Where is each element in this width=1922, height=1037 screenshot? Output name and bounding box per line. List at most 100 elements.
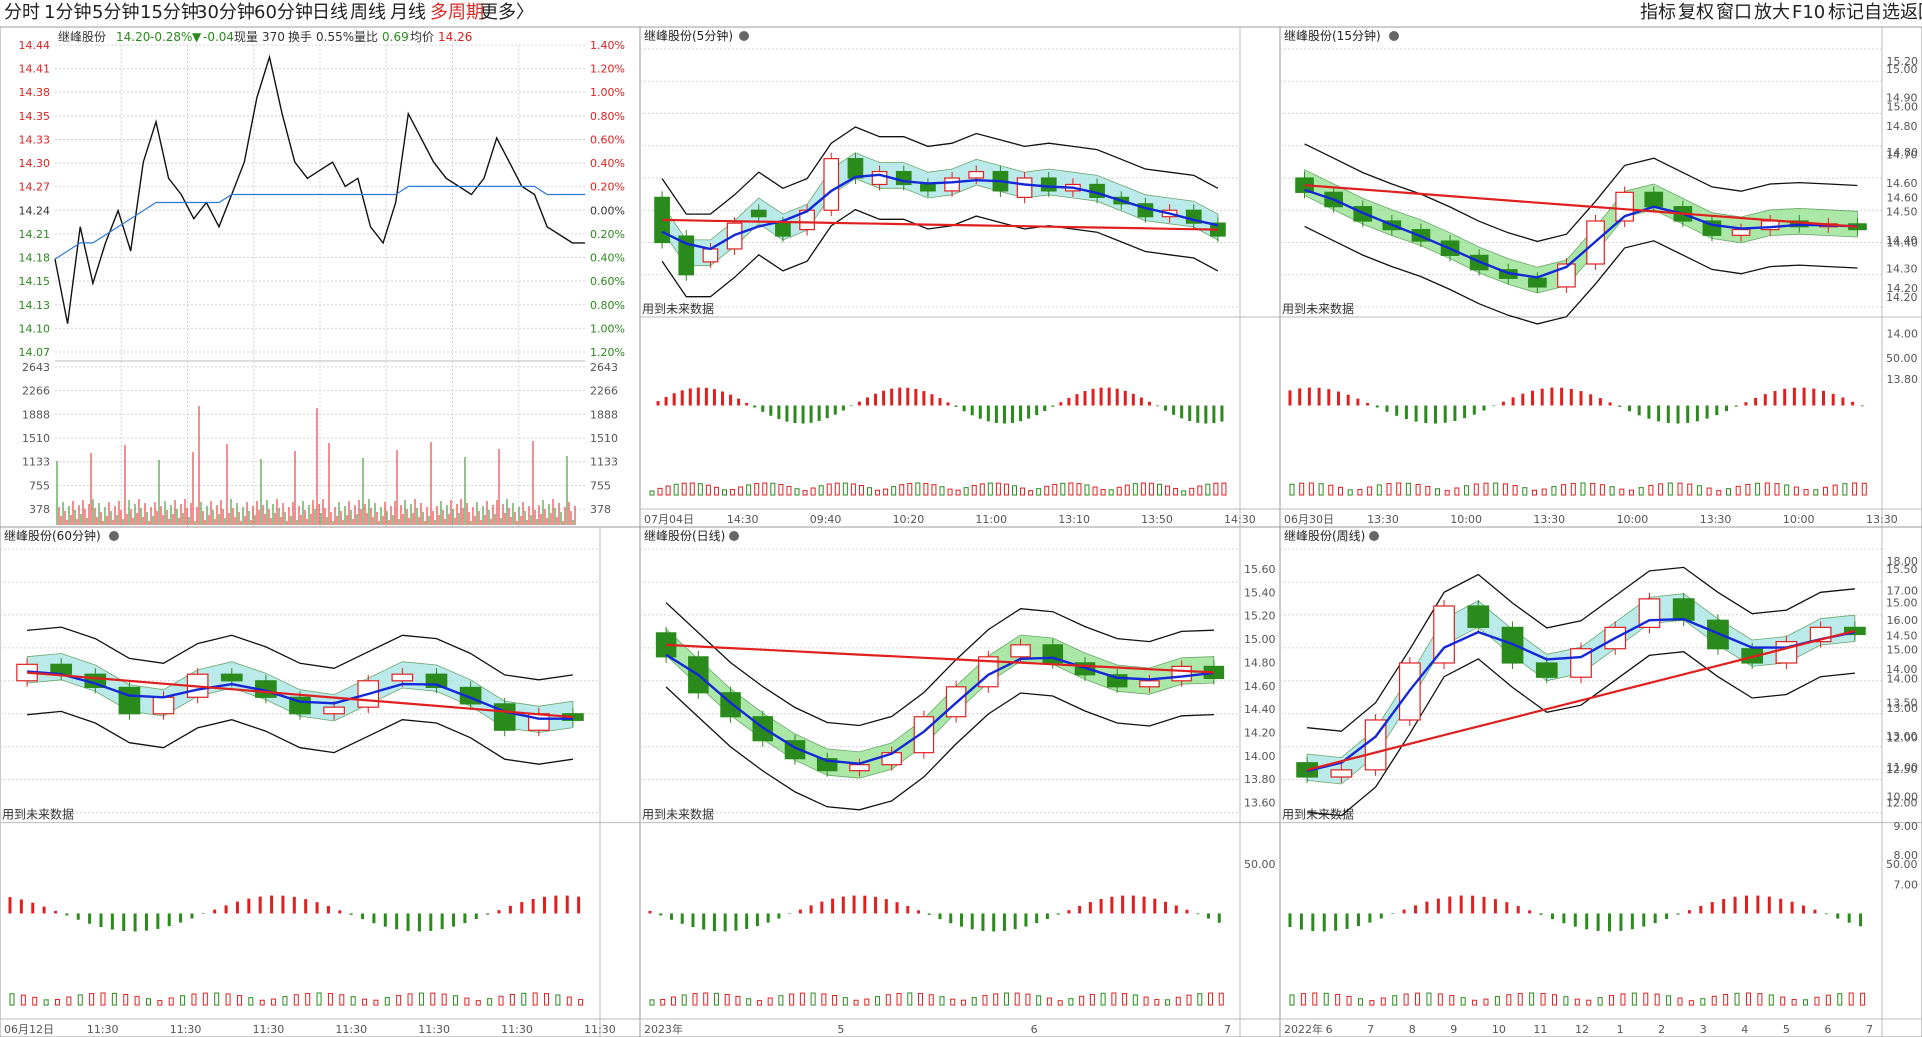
indicator-volume-bar [713, 486, 719, 496]
indicator-volume-bar [826, 483, 832, 496]
kline-panel-15min[interactable]: 继峰股份(15分钟)15.0014.9014.8014.7014.6014.50… [1279, 27, 1922, 528]
candle [1016, 177, 1033, 198]
panel-x-label: 06月30日 [1284, 513, 1334, 526]
indicator-volume-bar [1716, 490, 1722, 496]
price-tick-label: 14.35 [19, 110, 51, 123]
toolbar-mark-button[interactable]: 标记 [1828, 2, 1864, 23]
period-tab-week[interactable]: 周线 [350, 2, 386, 23]
panel-y-label: 14.70 [1886, 149, 1918, 162]
indicator-volume-bar [692, 993, 698, 1006]
period-tab-fenshi[interactable]: 分时 [4, 2, 40, 23]
period-tab-more[interactable]: 更多 [480, 2, 516, 23]
indicator-volume-bar [987, 482, 993, 496]
panel-x-label: 3 [1700, 1023, 1707, 1036]
chevron-right-icon[interactable]: 〉 [516, 2, 534, 23]
toolbar-zoom-button[interactable]: 放大 [1754, 2, 1790, 23]
indicator-volume-bar [842, 482, 848, 496]
indicator-volume-bar [1165, 999, 1171, 1006]
indicator-volume-bar [1852, 482, 1858, 496]
indicator-volume-bar [1666, 995, 1672, 1006]
candle [152, 696, 175, 715]
indicator-volume-bar [1132, 994, 1138, 1006]
period-tab-30min[interactable]: 30分钟 [196, 2, 255, 23]
price-tick-label: 14.24 [19, 204, 51, 217]
indicator-volume-bar [316, 992, 322, 1006]
kline-panel-5min[interactable]: 继峰股份(5分钟) 07月04日 14:30 09:40 10:20 11:00 13:10… [639, 27, 1281, 528]
toolbar-window-button[interactable]: 窗口 [1716, 2, 1752, 23]
panel-x-label: 10:00 [1783, 513, 1815, 526]
toolbar-back-button[interactable]: 返回 [1900, 2, 1922, 23]
panel-y-label: 15.00 [1886, 596, 1918, 609]
intraday-panel[interactable]: 继峰股份 14.20 -0.28% ▼ -0.04 现量 370 换手 0.55… [0, 27, 641, 528]
indicator-volume-bar [1842, 483, 1848, 496]
indicator-volume-bar [875, 489, 881, 496]
ma-short-line [1304, 188, 1858, 279]
indicator-volume-bar [1629, 489, 1634, 496]
current-vol: 370 [262, 30, 285, 44]
indicator-volume-bar [1154, 999, 1160, 1006]
period-tab-day[interactable]: 日线 [312, 2, 348, 23]
indicator-volume-bar [1454, 487, 1460, 496]
candle [750, 209, 767, 218]
price-tick-label: 14.44 [19, 39, 51, 52]
indicator-volume-bar [1563, 996, 1569, 1006]
panel-y-label: 14.80 [1886, 120, 1918, 133]
indicator-volume-bar [89, 993, 95, 1006]
indicator-volume-bar [1380, 997, 1386, 1006]
indicator-volume-bar [1493, 482, 1499, 496]
toolbar-f10-button[interactable]: F10 [1792, 2, 1826, 23]
future-data-note: 用到未来数据 [2, 807, 74, 822]
indicator-volume-bar [1768, 994, 1774, 1006]
vol-tick-label-right: 1888 [590, 408, 618, 421]
kline-panel-week[interactable]: 继峰股份(周线)15.5015.0014.5014.0013.5013.0012… [1279, 526, 1922, 1037]
panel-y-label: 15.60 [1244, 563, 1276, 576]
indicator-volume-bar [885, 994, 891, 1006]
indicator-volume-bar [1347, 489, 1353, 496]
kline-panel-day[interactable]: 继峰股份(日线) 15.60 15.40 15.20 15.00 14.80 14.60 14… [639, 526, 1281, 1037]
period-tab-60min[interactable]: 60分钟 [254, 2, 313, 23]
panel-x-label: 11 [1533, 1023, 1547, 1036]
ma-short-line [661, 173, 1219, 251]
indicator-volume-bar [670, 996, 676, 1006]
panel-y2-label: 14.40 [1887, 237, 1919, 250]
indicator-volume-bar [1586, 999, 1592, 1006]
chevron-down-icon [1389, 31, 1399, 41]
indicator-volume-bar [350, 996, 356, 1006]
candle [871, 170, 888, 186]
indicator-volume-bar [1745, 992, 1751, 1006]
panel-x-label: 13:30 [1533, 513, 1565, 526]
panel-y2-label: 13.80 [1887, 373, 1919, 386]
indicator-volume-bar [1173, 487, 1179, 496]
period-tab-month[interactable]: 月线 [390, 2, 426, 23]
pct-tick-label: 0.80% [590, 299, 625, 312]
panel-x-label: 11:00 [975, 513, 1007, 526]
panel-y2-label: 10.00 [1887, 790, 1919, 803]
panel-x-label: 14:30 [727, 513, 759, 526]
indicator-volume-bar [578, 999, 584, 1006]
period-tab-15min[interactable]: 15分钟 [140, 2, 199, 23]
price-tick-label: 14.10 [19, 322, 51, 335]
toolbar-watchlist-button[interactable]: 自选 [1864, 2, 1900, 23]
candle [847, 158, 864, 179]
vol-tick-label: 1133 [22, 456, 50, 469]
indicator-volume-bar [1376, 484, 1382, 496]
toolbar-adjust-button[interactable]: 复权 [1678, 2, 1714, 23]
indicator-volume-bar [1522, 487, 1528, 496]
indicator-volume-bar [1688, 1000, 1694, 1006]
period-tab-1min[interactable]: 1分钟 [44, 2, 92, 23]
price-tick-label: 14.27 [19, 181, 51, 194]
indicator-volume-bar [1803, 489, 1809, 496]
ma-short-line [1306, 617, 1856, 773]
future-data-note: 用到未来数据 [642, 807, 714, 822]
chevron-down-icon [1369, 531, 1379, 541]
period-tab-5min[interactable]: 5分钟 [92, 2, 140, 23]
period-tab-multi[interactable]: 多周期 [430, 2, 484, 23]
kline-panel-60min[interactable]: 继峰股份(60分钟) 06月12日 11:30 11:30 11:30 11:30 11:3… [0, 526, 641, 1037]
toolbar-indicator-button[interactable]: 指标 [1640, 2, 1676, 23]
panel-x-label: 11:30 [170, 1023, 202, 1036]
indicator-volume-bar [1328, 484, 1334, 496]
candle [1106, 674, 1128, 688]
indicator-volume-bar [770, 482, 776, 496]
indicator-volume-bar [1415, 483, 1421, 496]
indicator-volume-bar [1405, 482, 1411, 496]
